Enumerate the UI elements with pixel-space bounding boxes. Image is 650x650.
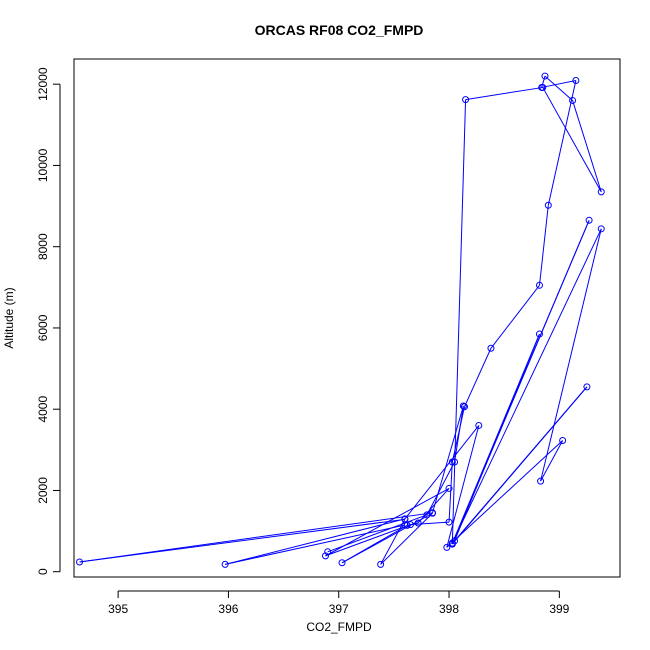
data-point <box>559 436 567 444</box>
data-point <box>572 77 580 85</box>
series-segment <box>325 487 450 557</box>
series-segment <box>464 348 492 407</box>
data-point <box>445 518 453 526</box>
series-segment <box>341 524 408 564</box>
series-segment <box>380 512 433 565</box>
y-tick-label: 8000 <box>36 233 50 260</box>
data-point <box>448 458 456 466</box>
x-tick-label: 395 <box>108 602 128 616</box>
data-point <box>338 559 346 567</box>
data-point <box>585 216 593 224</box>
data-point <box>462 96 470 104</box>
data-point <box>414 519 422 527</box>
data-point <box>443 543 451 551</box>
series-segment <box>465 86 543 101</box>
data-point <box>597 225 605 233</box>
x-tick-label: 398 <box>439 602 459 616</box>
data-point <box>459 402 467 410</box>
series-segment <box>490 284 540 349</box>
data-point <box>445 484 453 492</box>
x-tick-label: 397 <box>329 602 349 616</box>
y-tick-label: 6000 <box>36 314 50 341</box>
data-point <box>324 548 332 556</box>
series-segment <box>448 461 453 523</box>
series-segment <box>572 100 602 193</box>
series-segment <box>541 80 576 88</box>
data-point <box>583 383 591 391</box>
x-axis: 395 396 397 398 399 <box>108 590 570 616</box>
data-point <box>544 201 552 209</box>
series-layer <box>76 72 605 568</box>
y-axis-label: Altitude (m) <box>2 287 16 348</box>
series-segment <box>325 524 411 557</box>
series-segment <box>451 386 588 545</box>
data-point <box>377 560 385 568</box>
series-segment <box>451 228 602 544</box>
series-segment <box>432 405 464 513</box>
chart-title: ORCAS RF08 CO2_FMPD <box>255 22 424 38</box>
x-tick-label: 399 <box>549 602 569 616</box>
series-segment <box>540 440 564 482</box>
plot-area <box>73 58 621 578</box>
y-tick-label: 0 <box>36 568 50 575</box>
series-segment <box>538 205 549 286</box>
series-segment <box>410 521 450 526</box>
data-point <box>539 83 547 91</box>
series-segment <box>544 75 573 101</box>
data-point <box>535 281 543 289</box>
data-point <box>451 458 459 466</box>
series-segment <box>542 87 602 193</box>
series-segment <box>451 99 467 544</box>
x-tick-label: 396 <box>218 602 238 616</box>
series-segment <box>451 406 465 463</box>
series-segment <box>404 425 480 520</box>
series-segment <box>426 461 455 516</box>
data-point <box>537 477 545 485</box>
series-segment <box>446 440 563 548</box>
data-point <box>597 188 605 196</box>
data-point <box>460 403 468 411</box>
data-point <box>428 509 436 517</box>
data-point <box>535 330 543 338</box>
data-point <box>401 521 409 529</box>
x-axis-label: CO2_FMPD <box>306 620 372 634</box>
data-point <box>321 552 329 560</box>
data-point <box>448 539 456 547</box>
series-segment <box>380 519 406 565</box>
data-point <box>475 421 483 429</box>
series-segment <box>446 425 480 548</box>
data-point <box>487 344 495 352</box>
data-point <box>569 96 577 104</box>
series-segment <box>451 220 590 544</box>
series-segment <box>225 524 406 565</box>
data-point <box>76 558 84 566</box>
series-segment <box>417 488 450 524</box>
y-tick-label: 12000 <box>36 67 50 101</box>
y-tick-label: 10000 <box>36 148 50 182</box>
series-segment <box>540 228 602 482</box>
data-point <box>221 560 229 568</box>
series-segment <box>541 75 546 88</box>
data-point <box>541 72 549 80</box>
series-segment <box>224 518 406 565</box>
y-tick-label: 4000 <box>36 396 50 423</box>
y-tick-label: 2000 <box>36 477 50 504</box>
series-segment <box>79 518 405 563</box>
y-axis: 0 2000 4000 6000 8000 10000 12000 <box>36 67 61 575</box>
series-segment <box>547 80 577 206</box>
